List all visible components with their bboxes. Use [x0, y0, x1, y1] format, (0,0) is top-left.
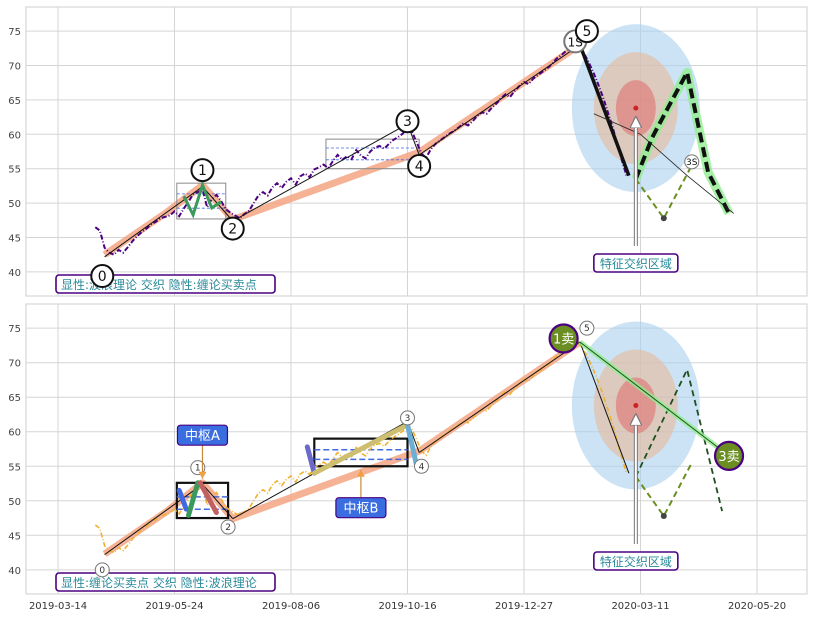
point-marker [413, 458, 429, 474]
y-tick-label: 55 [8, 165, 21, 176]
wave-point-label: 4 [415, 159, 424, 175]
x-tick-label: 2020-03-11 [611, 601, 669, 612]
wave-point-label: 0 [98, 269, 107, 285]
point-marker [400, 410, 415, 426]
sell-point-marker [713, 440, 745, 472]
wave-point-marker [407, 153, 432, 178]
small-bi-stroke [182, 180, 222, 219]
pivot-box [313, 437, 409, 468]
y-tick-label: 45 [8, 234, 21, 245]
zone-label: 特征交织区域 [600, 554, 672, 569]
wave-point-marker [395, 109, 420, 134]
point-label: 1 [195, 464, 201, 474]
sell-line [579, 341, 730, 457]
black-line [578, 44, 631, 177]
x-tick-label: 2019-10-16 [378, 601, 436, 612]
zone-center-dot [633, 403, 639, 408]
y-tick-label: 55 [8, 462, 21, 473]
wave-point-label: 1 [198, 163, 207, 179]
y-tick-label: 60 [8, 130, 21, 141]
forecast-dashed [633, 66, 731, 215]
wave-point-marker [574, 19, 599, 44]
x-tick-label: 2019-12-27 [495, 601, 553, 612]
wave-point-label: 3S [686, 158, 698, 168]
y-tick-label: 50 [8, 497, 21, 508]
thin-arc [593, 113, 734, 214]
wave-point-marker [190, 158, 215, 183]
alt-path-point [660, 215, 667, 222]
sell-point-marker [548, 323, 579, 354]
y-tick-label: 70 [8, 61, 21, 72]
black-line [579, 341, 630, 474]
point-marker [190, 460, 206, 476]
alt-path-point [660, 512, 667, 519]
pivot-label-box [335, 497, 387, 519]
y-tick-label: 60 [8, 428, 21, 439]
x-tick-label: 2020-05-20 [728, 601, 786, 612]
zone-label: 特征交织区域 [600, 256, 672, 271]
x-tick-label: 2019-05-24 [145, 601, 203, 612]
bi-segment [186, 480, 201, 518]
black-line [202, 483, 234, 520]
pivot-pointer-head [198, 471, 207, 479]
bi-segment [304, 444, 317, 476]
point-label: 5 [584, 324, 590, 334]
y-tick-label: 75 [8, 324, 21, 335]
pivot-label: 中枢A [185, 429, 220, 444]
y-tick-label: 50 [8, 199, 21, 210]
zone-label-box [593, 253, 679, 273]
bi-segment [176, 487, 189, 512]
wave-point-label: 3 [403, 114, 412, 130]
zone-label-box [593, 551, 679, 571]
y-tick-label: 40 [8, 566, 21, 577]
bi-segment [197, 480, 219, 515]
wave-point-marker [684, 154, 700, 170]
point-marker [220, 519, 236, 535]
wave-point-label: 2 [228, 222, 237, 238]
caption-box [55, 572, 276, 592]
bi-segment [405, 422, 420, 469]
black-line [418, 44, 581, 156]
point-marker [579, 320, 595, 336]
point-label: 4 [419, 462, 425, 472]
point-label: 0 [99, 566, 105, 576]
y-tick-label: 75 [8, 27, 21, 38]
sell-point-label: 1卖 [553, 333, 574, 348]
wave-point-marker [90, 264, 115, 289]
wave-point-label: 5 [582, 24, 591, 40]
zone-center-dot [633, 105, 639, 111]
y-tick-label: 65 [8, 393, 21, 404]
pivot-pointer-head [356, 469, 365, 477]
sell-point-label: 3卖 [718, 450, 739, 465]
point-label: 3 [405, 414, 411, 424]
caption-label: 显性:缠论买卖点 交织 隐性:波浪理论 [61, 575, 257, 590]
point-label: 2 [225, 523, 231, 533]
x-tick-label: 2019-03-14 [29, 601, 87, 612]
point-marker [94, 562, 110, 578]
pivot-label-box [176, 424, 229, 446]
y-tick-label: 65 [8, 96, 21, 107]
forecast-dashed [634, 366, 723, 512]
y-tick-label: 45 [8, 531, 21, 542]
x-tick-label: 2019-08-06 [262, 601, 320, 612]
y-tick-label: 40 [8, 268, 21, 279]
black-line [232, 123, 408, 222]
black-line [104, 483, 203, 556]
caption-label: 显性:波浪理论 交织 隐性:缠论买卖点 [61, 277, 257, 292]
pivot-label: 中枢B [343, 502, 378, 517]
bi-segment [311, 422, 410, 476]
price-line [94, 44, 628, 256]
pivot-box [176, 182, 227, 220]
wave-point-marker [220, 216, 245, 241]
y-tick-label: 70 [8, 359, 21, 370]
black-line [418, 341, 581, 453]
